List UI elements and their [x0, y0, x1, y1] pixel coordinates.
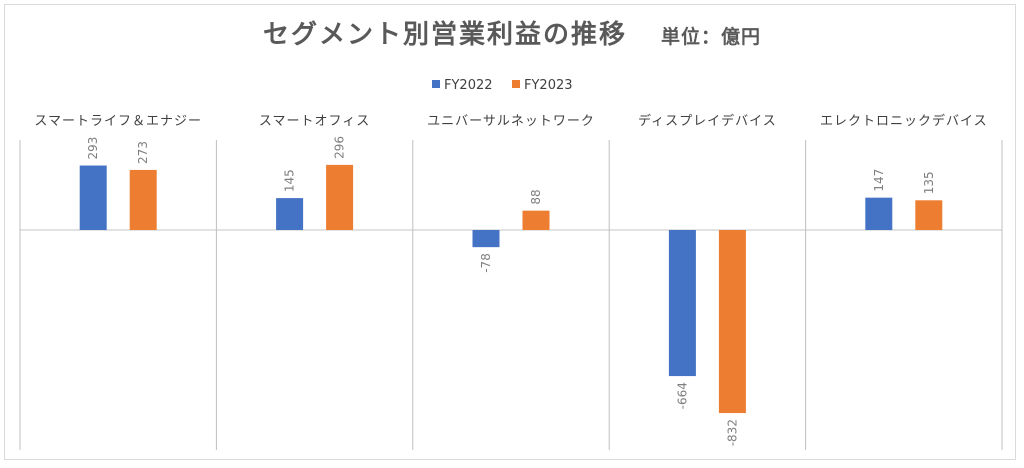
category-label: スマートライフ＆エナジー	[34, 114, 202, 129]
data-label-fy2022: -78	[479, 253, 493, 273]
bar-fy2022	[865, 197, 893, 230]
data-label-fy2022: 145	[283, 169, 297, 192]
bar-fy2022	[472, 230, 500, 248]
category-label: ユニバーサルネットワーク	[427, 114, 595, 129]
bar-fy2023	[718, 230, 746, 414]
legend-label-fy2022: FY2022	[444, 78, 493, 93]
data-label-fy2022: -664	[675, 382, 689, 409]
chart-title-row: セグメント別営業利益の推移 単位：億円	[0, 14, 1024, 51]
data-label-fy2023: -832	[725, 419, 739, 446]
legend-swatch-fy2022	[432, 80, 440, 88]
bar-fy2022	[79, 165, 107, 230]
bar-fy2022	[276, 198, 304, 230]
bar-fy2023	[326, 164, 354, 230]
bar-fy2023	[129, 169, 157, 230]
legend-label-fy2023: FY2023	[524, 78, 573, 93]
legend-swatch-fy2023	[512, 80, 520, 88]
category-label: ディスプレイデバイス	[638, 113, 777, 129]
bar-fy2022	[668, 230, 696, 377]
chart-frame	[4, 4, 1016, 460]
data-label-fy2022: 147	[872, 169, 886, 192]
data-label-fy2023: 88	[529, 189, 543, 204]
category-label: スマートオフィス	[259, 114, 370, 129]
bar-fy2023	[522, 210, 550, 230]
data-label-fy2022: 293	[86, 137, 100, 160]
data-label-fy2023: 296	[333, 136, 347, 159]
category-label: エレクトロニックデバイス	[820, 113, 988, 129]
bar-fy2023	[915, 200, 943, 230]
data-label-fy2023: 135	[922, 171, 936, 194]
chart-title: セグメント別営業利益の推移	[262, 20, 627, 50]
unit-label: 単位：億円	[661, 26, 762, 48]
data-label-fy2023: 273	[136, 141, 150, 164]
